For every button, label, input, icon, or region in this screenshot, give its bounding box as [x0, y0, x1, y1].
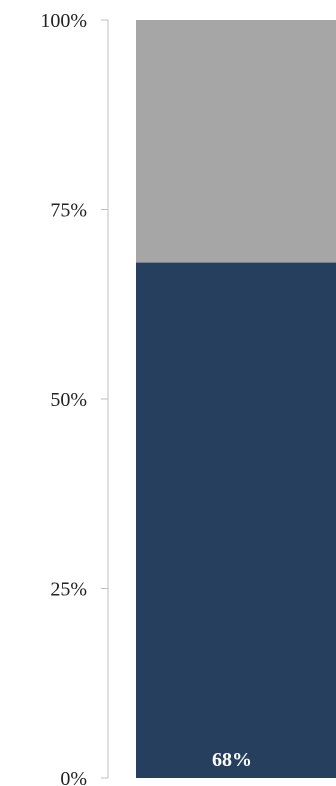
y-tick-label: 50% — [50, 389, 87, 411]
data-label-1: 68% — [212, 749, 252, 771]
bar-segment-2 — [136, 20, 336, 263]
bar-group — [136, 20, 336, 778]
y-tick-label: 25% — [50, 579, 87, 601]
y-axis: 0% 25% 50% 75% 100% — [40, 10, 109, 786]
y-tick-label: 75% — [50, 200, 87, 222]
data-label-group: 68% — [212, 749, 252, 771]
bar-segment-1 — [136, 262, 336, 778]
y-tick-label: 0% — [60, 768, 87, 786]
y-tick-label: 100% — [40, 10, 87, 32]
